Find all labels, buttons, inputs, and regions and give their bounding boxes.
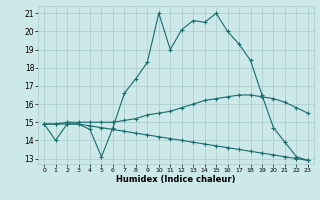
X-axis label: Humidex (Indice chaleur): Humidex (Indice chaleur) xyxy=(116,175,236,184)
